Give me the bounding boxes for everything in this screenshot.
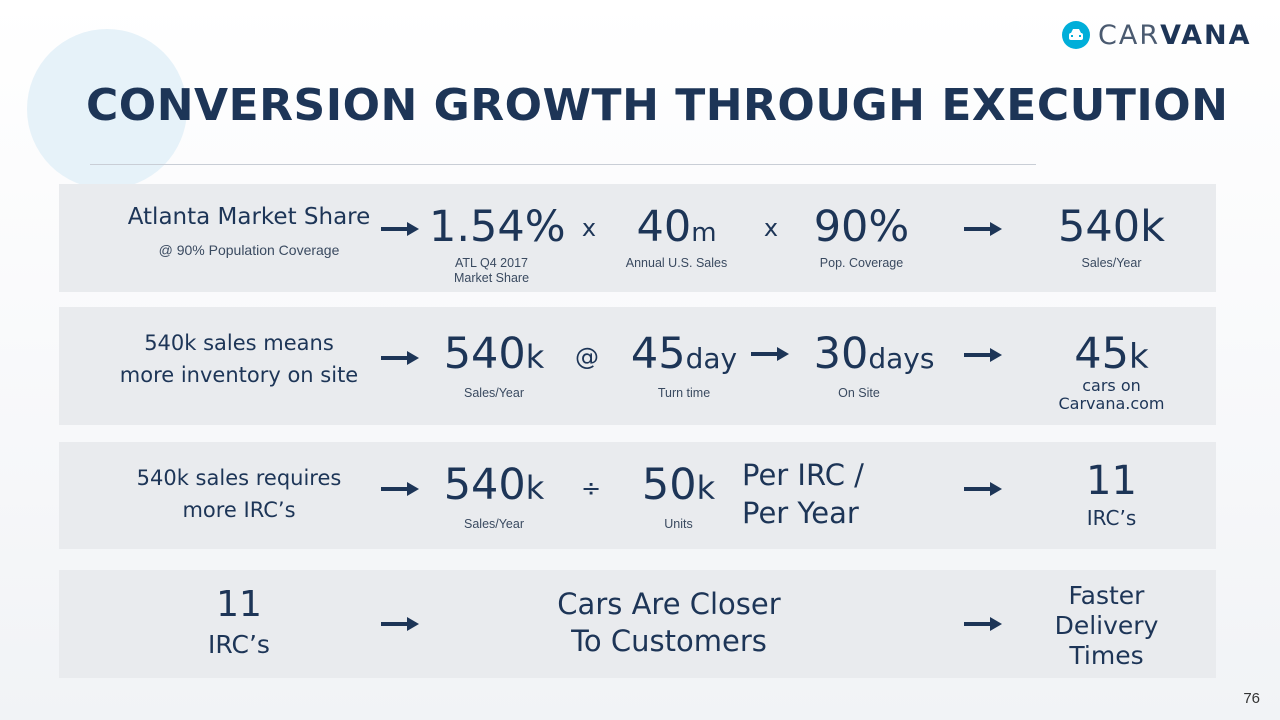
equation-row-4: 11 IRC’s Cars Are Closer To Customers Fa… <box>59 570 1216 678</box>
row2-result-caption: cars on Carvana.com <box>1058 376 1165 413</box>
arrow-icon <box>381 351 419 365</box>
row3-term-value: 540k <box>443 460 545 510</box>
row1-heading: Atlanta Market Share <box>127 204 371 230</box>
row2-term-caption: Sales/Year <box>464 386 524 400</box>
row1-term-caption: ATL Q4 2017 Market Share <box>453 256 530 285</box>
equation-row-2: 540k sales means more inventory on site … <box>59 307 1216 425</box>
equation-row-1: Atlanta Market Share @ 90% Population Co… <box>59 184 1216 292</box>
page-title: CONVERSION GROWTH THROUGH EXECUTION <box>86 80 1229 131</box>
row1-term-caption: Pop. Coverage <box>819 256 904 270</box>
row3-result-value: 11 <box>1086 458 1137 504</box>
arrow-icon <box>381 617 419 631</box>
row1-result-value: 540k <box>1058 202 1165 252</box>
row3-term-caption: Units <box>664 517 693 531</box>
row1-term-caption: Annual U.S. Sales <box>625 256 728 270</box>
row4-heading-value: 11 <box>216 584 262 625</box>
row2-term-value: 45day <box>630 329 738 379</box>
row1-result-caption: Sales/Year <box>1081 256 1142 270</box>
cars-closer-statement: Cars Are Closer To Customers <box>557 587 781 658</box>
row1-subheading: @ 90% Population Coverage <box>158 242 340 258</box>
divide-operator: ÷ <box>580 474 602 502</box>
faster-delivery-result: Faster Delivery Times <box>1054 581 1159 670</box>
arrow-icon <box>964 348 1002 362</box>
row4-heading-caption: IRC’s <box>208 630 270 659</box>
carvana-logo: CARVANA <box>1062 18 1252 52</box>
arrow-icon <box>964 482 1002 496</box>
arrow-icon <box>381 222 419 236</box>
row3-term-caption: Sales/Year <box>464 517 524 531</box>
arrow-icon <box>964 222 1002 236</box>
per-irc-per-year-label: Per IRC / Per Year <box>742 458 864 530</box>
row2-heading: 540k sales means more inventory on site <box>119 331 359 387</box>
row1-term-value: 90% <box>813 202 910 252</box>
equation-row-3: 540k sales requires more IRC’s 540k Sale… <box>59 442 1216 549</box>
arrow-icon <box>381 482 419 496</box>
at-operator: @ <box>575 343 599 371</box>
arrow-icon <box>751 347 789 361</box>
row3-term-value: 50k <box>641 460 716 510</box>
row1-term-value: 1.54% <box>429 202 566 252</box>
arrow-icon <box>964 617 1002 631</box>
row3-heading: 540k sales requires more IRC’s <box>136 466 342 522</box>
row1-term-value: 40m <box>636 202 717 252</box>
logo-text-vana: VANA <box>1160 19 1252 51</box>
row2-result-value: 45k <box>1074 329 1149 379</box>
title-divider <box>90 164 1036 165</box>
page-number: 76 <box>1243 690 1260 707</box>
row2-term-caption: On Site <box>838 386 880 400</box>
decorative-circle <box>27 29 187 189</box>
multiply-operator: x <box>581 214 597 242</box>
car-badge-icon <box>1062 21 1090 49</box>
multiply-operator: x <box>763 214 779 242</box>
row3-result-caption: IRC’s <box>1086 506 1137 530</box>
row2-term-value: 30days <box>813 329 935 379</box>
row2-term-caption: Turn time <box>657 386 711 400</box>
row2-term-value: 540k <box>443 329 545 379</box>
logo-text-car: CAR <box>1098 19 1161 51</box>
